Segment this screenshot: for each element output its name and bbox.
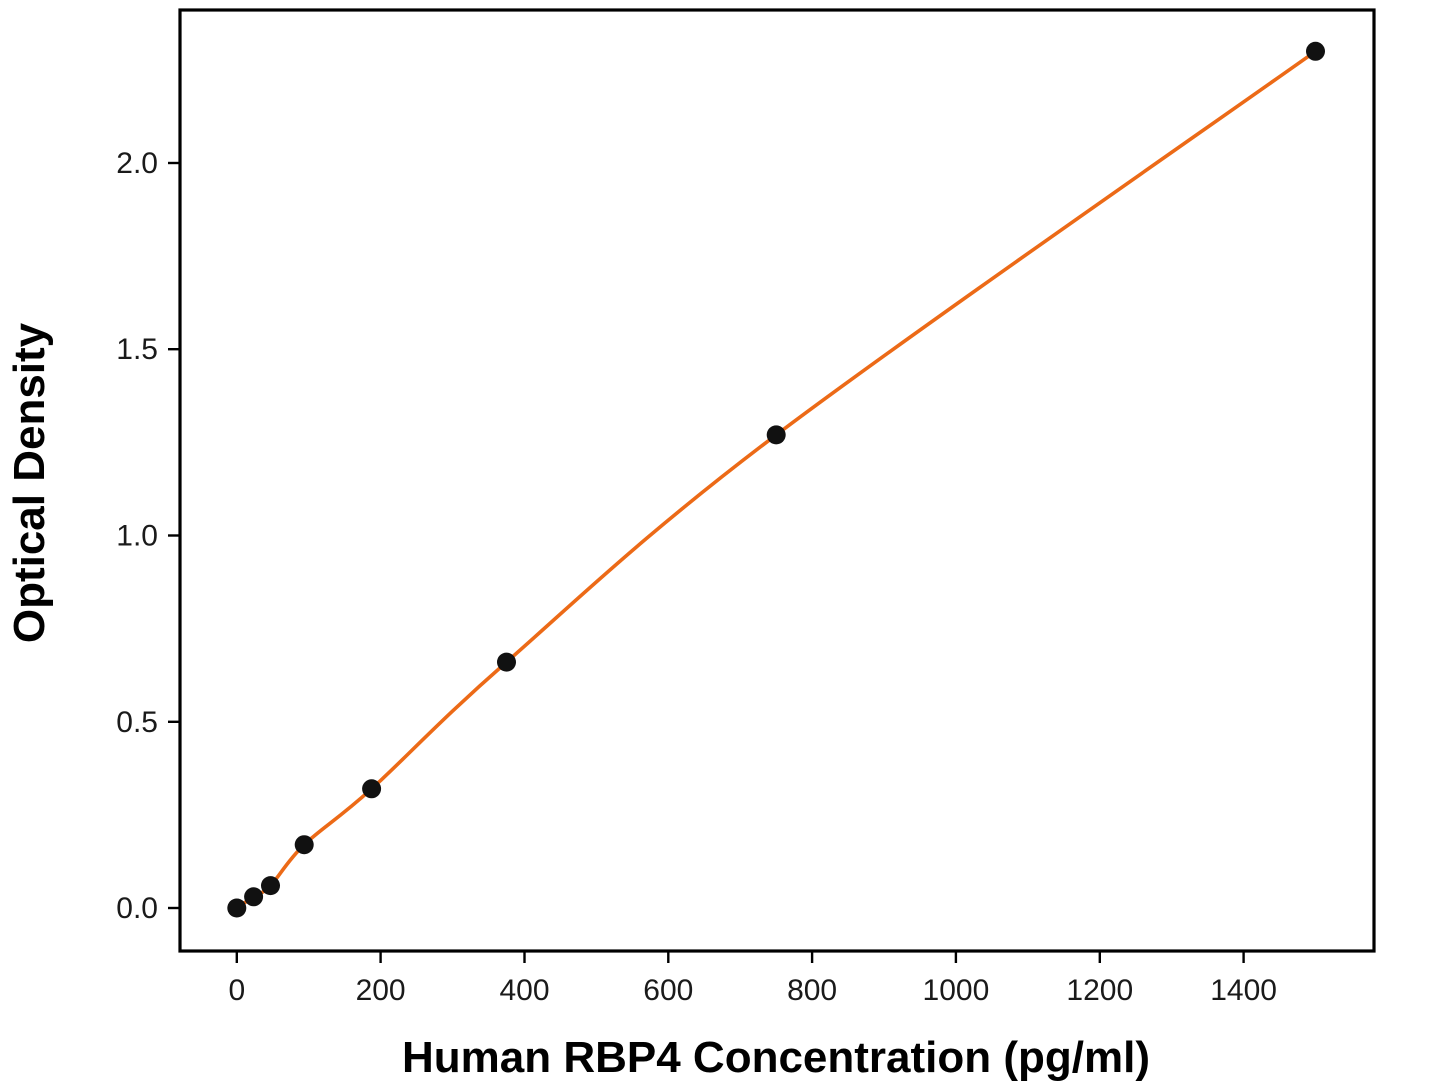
svg-text:800: 800: [787, 974, 837, 1007]
svg-text:1.0: 1.0: [116, 520, 158, 553]
svg-text:Human RBP4 Concentration (pg/m: Human RBP4 Concentration (pg/ml): [402, 1033, 1150, 1082]
svg-text:1.5: 1.5: [116, 333, 158, 366]
svg-text:0.5: 0.5: [116, 706, 158, 739]
svg-text:0: 0: [228, 974, 245, 1007]
svg-text:2.0: 2.0: [116, 147, 158, 180]
svg-text:0.0: 0.0: [116, 892, 158, 925]
svg-text:200: 200: [356, 974, 406, 1007]
svg-text:400: 400: [499, 974, 549, 1007]
svg-text:1400: 1400: [1210, 974, 1277, 1007]
svg-text:1000: 1000: [923, 974, 990, 1007]
svg-text:Optical Density: Optical Density: [5, 322, 54, 643]
svg-text:1200: 1200: [1066, 974, 1133, 1007]
svg-text:600: 600: [643, 974, 693, 1007]
